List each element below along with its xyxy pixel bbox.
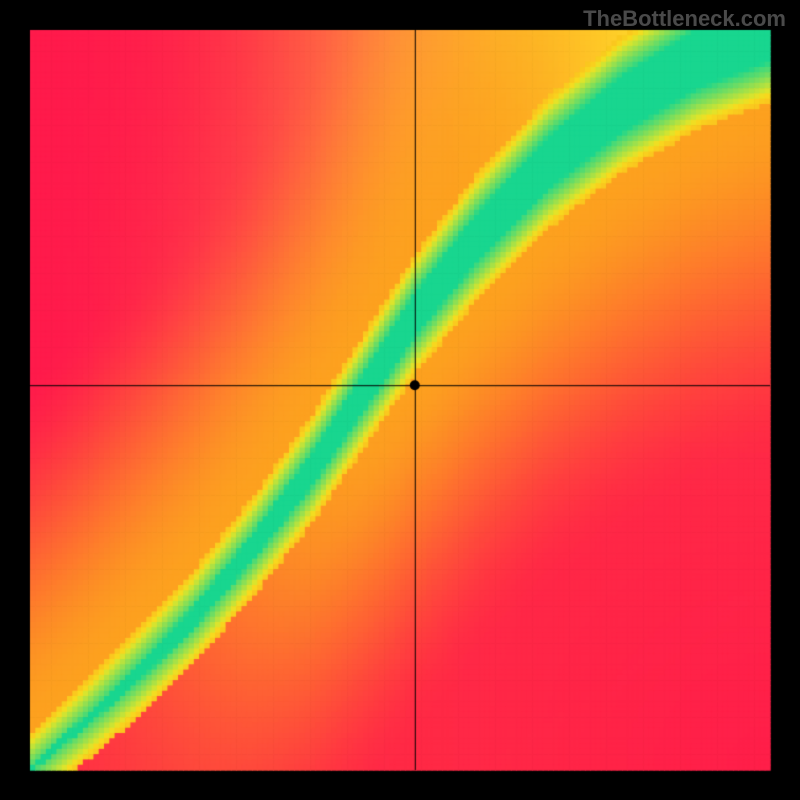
bottleneck-heatmap bbox=[0, 0, 800, 800]
watermark-text: TheBottleneck.com bbox=[583, 6, 786, 32]
